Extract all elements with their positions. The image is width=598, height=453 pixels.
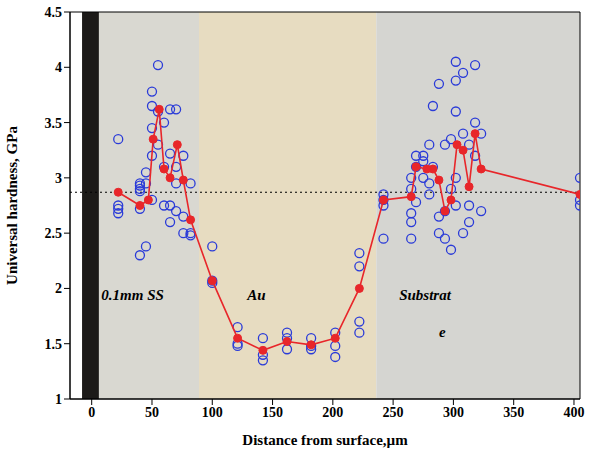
svg-text:4: 4 xyxy=(55,60,62,75)
svg-text:4.5: 4.5 xyxy=(45,5,63,20)
svg-text:150: 150 xyxy=(262,405,283,420)
svg-text:50: 50 xyxy=(145,405,159,420)
svg-text:200: 200 xyxy=(322,405,343,420)
svg-text:0: 0 xyxy=(88,405,95,420)
svg-text:0.1mm SS: 0.1mm SS xyxy=(101,287,164,303)
svg-text:100: 100 xyxy=(202,405,223,420)
svg-text:300: 300 xyxy=(443,405,464,420)
svg-text:Au: Au xyxy=(246,287,265,303)
svg-text:1: 1 xyxy=(55,392,62,407)
svg-text:Universal hardness, GPa: Universal hardness, GPa xyxy=(4,126,20,285)
svg-text:2: 2 xyxy=(55,281,62,296)
svg-text:3: 3 xyxy=(55,171,62,186)
svg-text:400: 400 xyxy=(563,405,584,420)
svg-text:e: e xyxy=(439,324,446,340)
svg-text:2.5: 2.5 xyxy=(45,226,63,241)
svg-text:Distance from surface,µm: Distance from surface,µm xyxy=(242,432,408,448)
svg-text:Substrat: Substrat xyxy=(399,287,452,303)
svg-text:3.5: 3.5 xyxy=(45,116,63,131)
svg-text:250: 250 xyxy=(383,405,404,420)
svg-text:350: 350 xyxy=(503,405,524,420)
svg-text:1.5: 1.5 xyxy=(45,337,63,352)
